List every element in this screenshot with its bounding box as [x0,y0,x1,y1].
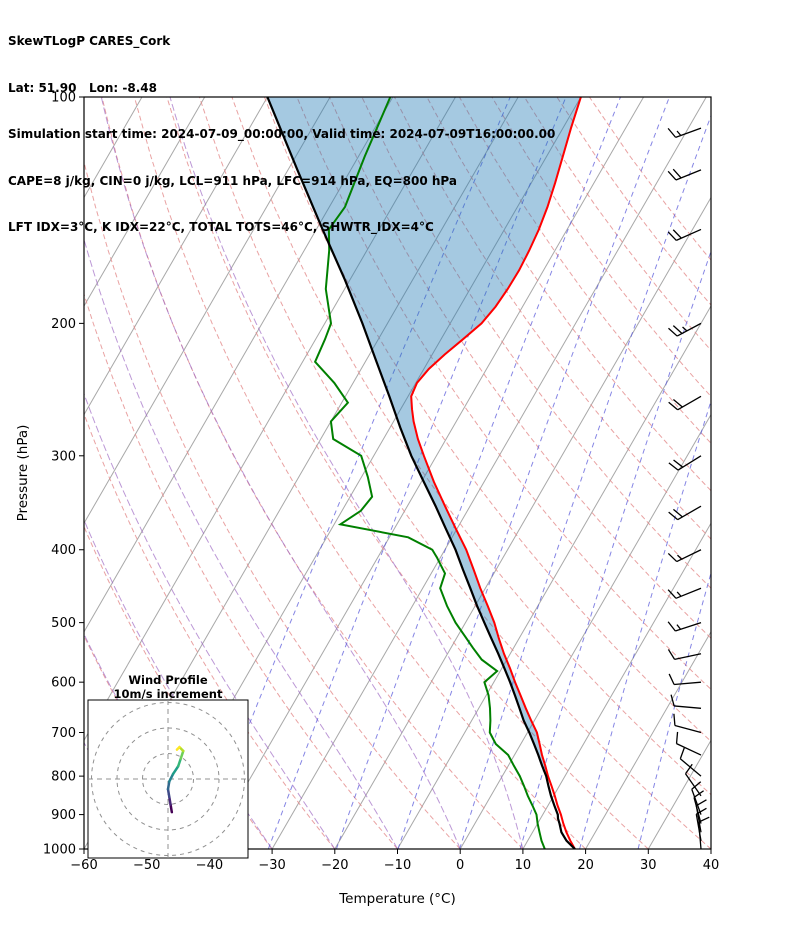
hodograph-trace-segment [175,745,181,751]
y-tick-label: 200 [51,317,76,332]
wind-barb [673,713,702,734]
x-tick-label: −30 [258,858,285,873]
y-tick-label: 900 [51,808,76,823]
x-tick-label: −40 [196,858,223,873]
hodograph-trace-segment [169,803,174,814]
hodograph-trace-segment [166,787,171,799]
y-tick-label: 400 [51,543,76,558]
hodograph-trace-segment [176,757,182,768]
x-tick-label: 20 [577,858,594,873]
wind-barb [684,763,702,797]
wind-barb [693,790,704,824]
x-tick-label: −60 [70,858,97,873]
indices-line-2: LFT IDX=3°C, K IDX=22°C, TOTAL TOTS=46°C… [8,220,434,234]
moist-adiabat-lines [84,97,524,849]
y-tick-label: 500 [51,616,76,631]
parcel-curve [266,97,576,849]
header-block: SkewTLogP CARES_Cork Lat: 51.90 Lon: -8.… [8,3,555,251]
y-tick-label: 700 [51,726,76,741]
hodograph-box [87,699,249,859]
hodograph-title-line1: Wind Profile [128,673,208,687]
chart-title: SkewTLogP CARES_Cork [8,34,171,48]
wind-barb [668,322,702,337]
indices-line-1: CAPE=8 j/kg, CIN=0 j/kg, LCL=911 hPa, LF… [8,173,457,188]
dry-adiabat-lines [84,97,711,849]
hodograph-trace-segment [168,772,175,783]
mixing-ratio-lines [199,97,711,849]
hodograph-trace-segment [171,765,180,776]
x-tick-label: −10 [384,858,411,873]
x-tick-label: −20 [321,858,348,873]
wind-barb [667,127,702,138]
hodograph-trace-segment [179,749,185,760]
dewpoint-curve [313,97,546,849]
x-tick-label: 30 [640,858,657,873]
x-tick-label: 10 [515,858,532,873]
negative-area-shading [267,97,581,777]
wind-barb [668,455,702,471]
wind-barb [668,395,702,411]
wind-barb [670,694,702,709]
hodograph-trace-segment [166,780,171,791]
wind-barb [667,549,702,563]
wind-barb [679,747,702,777]
y-tick-label: 1000 [43,843,76,858]
wind-barb [667,228,702,241]
wind-barb [675,731,702,756]
wind-barb [667,649,702,661]
wind-barbs [667,127,710,850]
time-line: Simulation start time: 2024-07-09_00:00:… [8,127,556,141]
y-tick-label: 300 [51,449,76,464]
location-line: Lat: 51.90 Lon: -8.48 [8,80,157,95]
wind-barb [668,673,702,686]
hodograph-title-line2: 10m/s increment [114,687,223,701]
y-tick-label: 600 [51,676,76,691]
y-axis: 100 200 300 400 500 600 700 800 900 1000 Pressure … [15,91,84,858]
temperature-curve [410,97,582,849]
wind-barb [667,621,702,632]
x-tick-label: −50 [133,858,160,873]
hodograph-ring [142,753,194,805]
hodograph-ring [91,702,245,856]
hodograph-ring [116,727,220,831]
y-axis-label: Pressure (hPa) [15,425,31,522]
x-axis-label: Temperature (°C) [338,891,456,907]
x-tick-label: 0 [456,858,464,873]
wind-barb [691,781,702,815]
y-tick-label: 100 [51,91,76,106]
plot-area [84,97,711,849]
wind-barb [668,505,702,521]
x-tick-label: 40 [703,858,720,873]
wind-barb [667,168,702,181]
x-axis: −60 −50 −40 −30 −20 −10 0 10 20 30 40 Temperature (… [70,849,719,907]
wind-barb [667,587,702,599]
y-tick-label: 800 [51,770,76,785]
hodograph-trace-segment [168,795,172,806]
